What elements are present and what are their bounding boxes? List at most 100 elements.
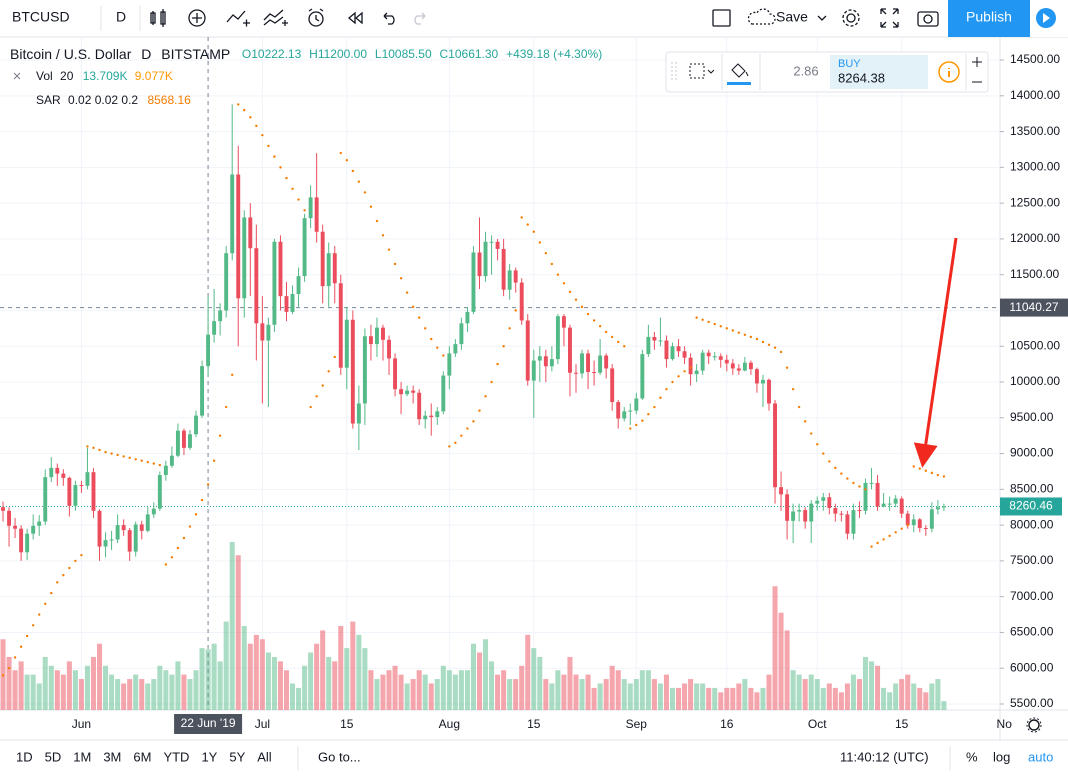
sar-dot <box>62 573 65 577</box>
candle-body <box>393 358 398 390</box>
volume-bar <box>380 674 386 710</box>
buy-price[interactable]: 8264.38 <box>838 70 885 85</box>
candle-body <box>163 465 168 476</box>
candle-body <box>761 379 765 384</box>
scale-option[interactable]: log <box>993 749 1010 764</box>
range-button[interactable]: 5Y <box>229 749 245 764</box>
legend-high: H11200.00 <box>309 47 367 61</box>
candle-body <box>706 352 711 357</box>
info-icon[interactable] <box>938 61 960 83</box>
range-button[interactable]: 1M <box>73 749 91 764</box>
scale-option[interactable]: auto <box>1028 749 1053 764</box>
volume-bar <box>663 674 669 710</box>
candle-body <box>224 253 229 311</box>
scale-option[interactable]: % <box>966 749 978 764</box>
publish-button-bg[interactable] <box>948 0 1030 37</box>
range-button[interactable]: 1D <box>16 749 33 764</box>
range-button[interactable]: 1Y <box>201 749 217 764</box>
volume-bar <box>826 683 832 710</box>
collapse-icon[interactable] <box>13 72 21 80</box>
sar-dot <box>448 445 451 448</box>
volume-bar <box>724 687 730 710</box>
volume-bar <box>211 643 217 710</box>
sar-dot <box>598 325 602 328</box>
volume-bar <box>718 692 724 710</box>
volume-bar <box>30 674 36 710</box>
save-button[interactable]: Save <box>776 9 808 25</box>
indicator-params: 0.02 0.02 0.2 <box>68 93 138 107</box>
buy-label[interactable]: BUY <box>838 58 861 70</box>
volume-bar <box>163 670 169 710</box>
sar-dot <box>864 488 867 491</box>
y-tick-label: 8500.00 <box>1010 482 1054 496</box>
sar-dot <box>1 674 5 677</box>
sar-dot <box>50 591 53 595</box>
volume-bar <box>229 542 235 710</box>
interval-button[interactable]: D <box>116 9 126 25</box>
candle-body <box>284 296 289 312</box>
range-button[interactable]: 3M <box>103 749 121 764</box>
volume-bar <box>838 692 844 710</box>
sar-dot <box>888 534 891 538</box>
range-button[interactable]: YTD <box>163 749 189 764</box>
volume-bar <box>688 679 694 710</box>
candle-body <box>429 415 434 418</box>
sar-dot <box>653 405 656 409</box>
x-tick-label: Jul <box>255 717 270 731</box>
sar-dot <box>74 559 77 563</box>
sar-dot <box>610 335 614 339</box>
volume-bar <box>531 648 537 710</box>
candle-body <box>670 346 675 360</box>
y-tick-label: 14000.00 <box>1010 88 1060 102</box>
y-tick-label: 7500.00 <box>1010 553 1054 567</box>
sar-dot <box>56 581 59 584</box>
buy-button[interactable] <box>830 55 928 89</box>
volume-bar <box>881 687 887 710</box>
goto-button[interactable]: Go to... <box>318 749 361 764</box>
volume-bar <box>814 679 820 710</box>
range-button[interactable]: 5D <box>45 749 62 764</box>
candle-body <box>543 356 548 367</box>
range-button[interactable]: 6M <box>133 749 151 764</box>
volume-bar <box>241 626 247 710</box>
publish-button[interactable]: Publish <box>966 9 1012 25</box>
sar-dot <box>430 337 433 341</box>
sar-dot <box>912 465 915 468</box>
candle-body <box>923 527 928 529</box>
range-button[interactable]: All <box>257 749 272 764</box>
x-tick-label: Oct <box>808 717 827 731</box>
volume-bar <box>820 687 826 710</box>
sar-dot <box>484 395 487 398</box>
candle-body <box>248 217 253 249</box>
sar-dot <box>677 375 680 378</box>
candle-body <box>230 174 235 254</box>
x-tick-label: 15 <box>527 717 541 731</box>
volume-bar <box>796 674 802 710</box>
sar-dot <box>345 159 349 162</box>
widget-icons[interactable] <box>671 62 749 80</box>
symbol[interactable]: BTCUSD <box>12 9 70 25</box>
volume-bar <box>175 661 181 710</box>
sar-dot <box>194 513 198 516</box>
volume-bar <box>6 656 12 710</box>
volume-bar <box>844 683 850 710</box>
volume-bar <box>181 674 187 710</box>
sar-dot <box>749 335 753 339</box>
sar-dot <box>249 116 252 119</box>
volume-bar <box>905 674 911 710</box>
sar-dot <box>822 452 825 455</box>
settings-icon[interactable] <box>1028 719 1040 731</box>
candle-body <box>13 525 18 529</box>
candle-body <box>736 368 741 371</box>
candle-body <box>851 510 856 534</box>
sar-dot <box>86 445 89 448</box>
sar-dot <box>134 458 137 461</box>
sar-dot <box>713 322 716 326</box>
candle-body <box>181 430 186 448</box>
bottom-bar: 1D 5D 1M 3M 6M YTD 1Y 5Y All% log auto <box>16 749 1053 764</box>
candle-body <box>344 319 349 368</box>
toolbar-icons[interactable] <box>150 8 939 28</box>
candle-body <box>881 503 886 507</box>
sar-dot <box>725 327 728 330</box>
zoom-icons[interactable] <box>972 57 982 83</box>
